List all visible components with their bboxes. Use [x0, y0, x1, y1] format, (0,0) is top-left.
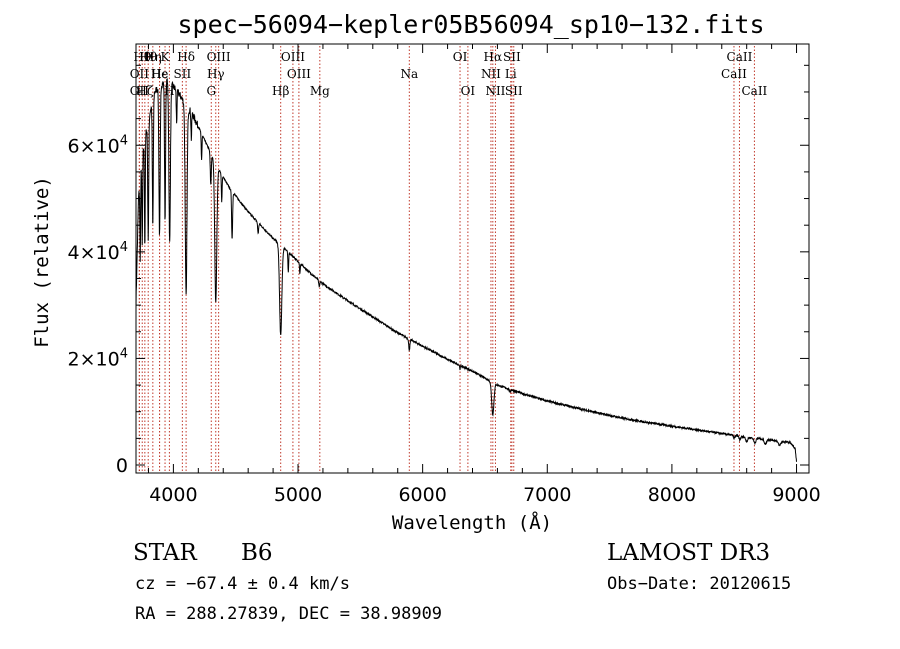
x-tick-labels: 4000 5000 6000 7000 8000 9000: [149, 484, 821, 506]
line-marker-label: Hα: [484, 50, 503, 64]
y-tick-mantissa: 4×10: [68, 242, 120, 264]
line-marker-label: G: [206, 84, 216, 98]
line-marker-label: K: [161, 50, 171, 64]
line-marker-label: NII: [485, 84, 505, 98]
x-tick-label: 6000: [398, 484, 446, 506]
line-marker-label: Hγ: [207, 67, 225, 81]
survey-name: LAMOST DR3: [607, 540, 770, 566]
plot-frame: [135, 43, 810, 474]
y-tick-mantissa: 6×10: [68, 135, 120, 157]
x-axis-label: Wavelength (Å): [392, 511, 552, 534]
spectral-subclass: B6: [241, 540, 273, 566]
line-marker-label: OIII: [207, 50, 231, 64]
redshift-velocity: cz = −67.4 ± 0.4 km/s: [135, 574, 350, 594]
line-marker-label: OII: [130, 67, 150, 81]
line-marker-label: Mg: [310, 84, 330, 98]
line-marker-label: Hθ: [133, 50, 151, 64]
x-tick-label: 7000: [523, 484, 571, 506]
observation-date: Obs−Date: 20120615: [607, 574, 791, 594]
y-tick-mantissa: 0: [116, 455, 128, 477]
x-tick-label: 9000: [772, 484, 820, 506]
line-marker-label: OI: [453, 50, 468, 64]
line-marker-label: He: [151, 67, 169, 81]
y-tick-mantissa: 2×10: [68, 348, 120, 370]
spectrum-line: [135, 78, 797, 462]
line-marker-label: OI: [461, 84, 476, 98]
x-tick-label: 4000: [149, 484, 197, 506]
y-tick-exponent: 4: [120, 240, 128, 255]
line-marker-label: SII: [505, 84, 523, 98]
line-marker-label: Hδ: [177, 50, 195, 64]
sky-coordinates: RA = 288.27839, DEC = 38.98909: [135, 604, 442, 624]
line-marker-label: Hβ: [272, 84, 289, 98]
line-marker-label: Hζ: [136, 84, 153, 98]
y-tick-exponent: 4: [120, 346, 128, 361]
y-tick-label: 2×104: [68, 346, 128, 370]
line-marker-label: CaII: [741, 84, 767, 98]
line-marker-label: CaII: [727, 50, 753, 64]
x-tick-label: 5000: [274, 484, 322, 506]
line-marker-label: CaII: [721, 67, 747, 81]
axis-ticks: [136, 44, 809, 473]
line-marker-label: Hθ: [139, 50, 157, 64]
line-marker-label: OIII: [287, 67, 311, 81]
line-marker-label: SII: [503, 50, 521, 64]
line-marker-label: Hη: [144, 50, 162, 64]
y-tick-label: 0: [116, 455, 128, 477]
line-marker-label: OII: [130, 84, 150, 98]
line-marker-label: H: [164, 84, 174, 98]
object-class: STAR: [133, 540, 197, 566]
line-marker-label: Li: [505, 67, 517, 81]
line-marker-label: Na: [400, 67, 418, 81]
line-markers: [138, 46, 755, 473]
line-marker-label: SII: [174, 67, 192, 81]
x-tick-label: 8000: [648, 484, 696, 506]
y-tick-exponent: 4: [120, 133, 128, 148]
chart-title: spec−56094−kepler05B56094_sp10−132.fits: [178, 10, 765, 39]
line-marker-label: OIII: [281, 50, 305, 64]
y-axis-label: Flux (relative): [31, 176, 53, 348]
y-tick-label: 6×104: [68, 133, 128, 157]
line-marker-label: Hε: [151, 67, 168, 81]
line-marker-label: NII: [481, 67, 501, 81]
y-tick-label: 4×104: [68, 240, 128, 264]
